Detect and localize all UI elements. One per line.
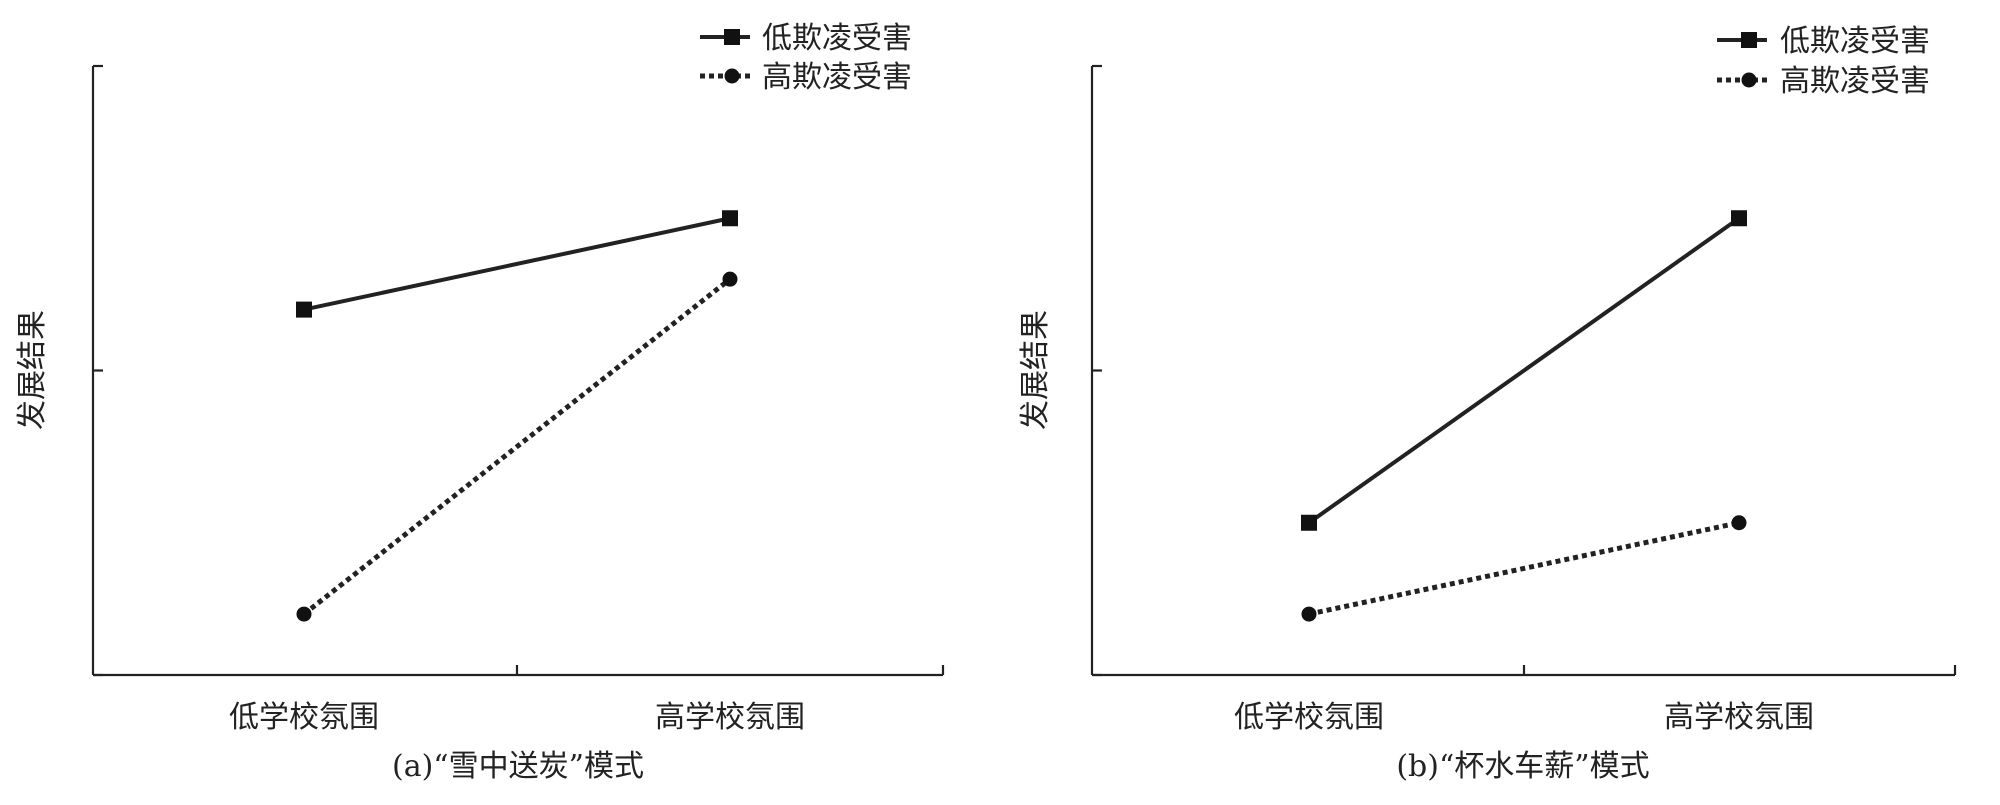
x-tick-label-1: 高学校氛围 xyxy=(1664,700,1814,735)
chart-caption: (a)“雪中送炭”模式 xyxy=(392,749,644,784)
x-tick-label-0: 低学校氛围 xyxy=(229,700,379,735)
legend-marker-square xyxy=(724,29,740,45)
legend-marker-circle xyxy=(724,68,740,84)
series-line-high-victimization xyxy=(1308,520,1740,617)
data-point-circle-0 xyxy=(296,606,312,622)
legend-label: 低欺凌受害 xyxy=(1780,24,1930,59)
legend-marker-circle xyxy=(1741,72,1757,88)
x-tick-label-1: 高学校氛围 xyxy=(655,700,805,735)
legend-entry-1: 高欺凌受害 xyxy=(1717,64,1930,99)
legend-label: 低欺凌受害 xyxy=(762,21,912,56)
data-point-square-1 xyxy=(722,210,738,227)
series-line-low-victimization xyxy=(303,216,731,312)
data-point-circle-1 xyxy=(1731,515,1747,531)
series-line-high-victimization xyxy=(302,277,732,617)
x-tick-label-0: 低学校氛围 xyxy=(1234,700,1384,735)
legend-marker-square xyxy=(1741,32,1757,48)
legend-entry-1: 高欺凌受害 xyxy=(700,60,912,95)
legend-label: 高欺凌受害 xyxy=(1780,64,1930,99)
data-point-square-1 xyxy=(1731,210,1747,227)
legend-entry-0: 低欺凌受害 xyxy=(700,21,912,56)
legend-entry-0: 低欺凌受害 xyxy=(1717,24,1930,59)
data-point-circle-0 xyxy=(1301,606,1317,622)
series-line-low-victimization xyxy=(1307,216,1741,525)
data-point-circle-1 xyxy=(722,271,738,287)
data-point-square-0 xyxy=(1301,514,1317,531)
chart-caption: (b)“杯水车薪”模式 xyxy=(1396,749,1649,784)
y-axis-label: 发展结果 xyxy=(15,310,50,430)
y-axis-label: 发展结果 xyxy=(1018,310,1053,430)
legend-label: 高欺凌受害 xyxy=(762,60,912,95)
data-point-square-0 xyxy=(296,301,312,318)
